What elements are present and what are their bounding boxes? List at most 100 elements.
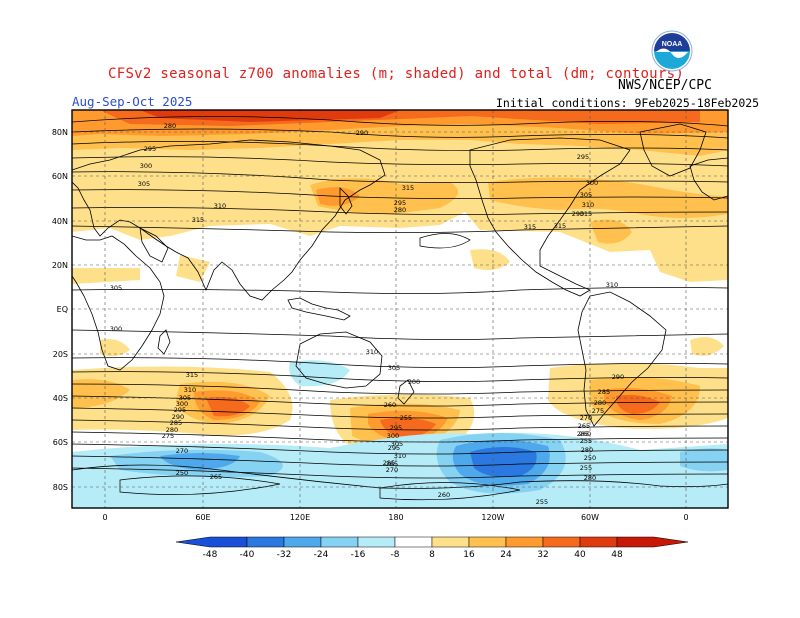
coastlines [72,123,728,489]
contour-label: 285 [598,388,610,396]
colorbar-label: 48 [611,550,623,560]
contour-label: 280 [581,446,593,454]
coast-antarctica [72,464,728,489]
colorbar-segment [246,536,285,548]
contour-label: 300 [110,325,122,333]
colorbar-segment [431,536,470,548]
colorbar-segment [505,536,544,548]
coast-south-america [577,291,667,427]
season-label: Aug-Sep-Oct 2025 [72,94,193,109]
lat-label: 60N [52,172,68,181]
latitude-labels: 80N 60N 40N 20N EQ 20S 40S 60S 80S [52,128,68,492]
lat-label: EQ [57,305,68,314]
coast-arabia [139,227,169,263]
height-contours [72,116,728,501]
contour-south-8 [72,443,728,455]
contour-label: 305 [580,191,592,199]
contour-small-loop [419,233,471,249]
chart-title: CFSv2 seasonal z700 anomalies (m; shaded… [108,66,685,82]
colorbar-segment [283,536,322,548]
contour-label: 280 [394,206,406,214]
contour-label: 310 [214,202,226,210]
contour-label: 260 [579,430,591,438]
colorbar-segment [468,536,507,548]
contour-north-7 [72,207,728,216]
contour-label: 315 [524,223,536,231]
contour-label: 315 [192,216,204,224]
contour-label: 295 [390,424,402,432]
colorbar-label: -16 [351,550,366,560]
lon-label: 0 [102,513,107,522]
contour-label: 300 [140,162,152,170]
noaa-logo: NOAA [651,30,693,72]
shade-positive-8-india [176,255,210,282]
lat-label: 20S [53,350,68,359]
contour-label: 280 [164,122,176,130]
contour-label: 315 [186,371,198,379]
contour-label: 290 [612,373,624,381]
contour-label: 280 [594,399,606,407]
contour-south-3 [72,383,728,395]
contour-label: 310 [582,201,594,209]
lat-label: 80S [53,483,68,492]
contour-tropics-1 [72,286,728,294]
shade-positive-40-north [140,110,400,122]
lat-label: 60S [53,438,68,447]
lat-label: 80N [52,128,68,137]
contour-north-8 [72,225,728,234]
shade-negative-24-antarctic-west [160,453,240,470]
coast-europe-asia [72,139,386,301]
contour-south-4 [72,395,728,407]
colorbar-segment [542,536,581,548]
contour-label: 255 [580,464,592,472]
colorbar-body [175,536,689,548]
shade-positive-8-tropics-west [72,268,140,284]
contour-label: 295 [577,153,589,161]
contour-label: 270 [386,466,398,474]
contour-label: 305 [179,394,191,402]
contour-label: 305 [110,284,122,292]
contour-north-1 [72,116,728,127]
colorbar-segment [579,536,618,548]
colorbar-label: -48 [203,550,218,560]
contour-label: 295 [174,406,186,414]
coast-north-america [469,137,631,297]
colorbar-segment-low [175,536,248,548]
contour-label: 285 [170,419,182,427]
contour-label: 315 [580,210,592,218]
lon-label: 120W [481,513,504,522]
contour-north-5 [72,171,728,184]
longitude-labels: 0 60E 120E 180 120W 60W 0 [102,513,688,522]
contour-south-7 [72,431,728,443]
contour-label: 255 [400,414,412,422]
lon-label: 120E [290,513,310,522]
contour-label: 265 [210,473,222,481]
contour-label: 310 [184,386,196,394]
contour-label: 290 [572,210,584,218]
coast-indonesia [287,297,351,321]
shade-negative-32-antarctic-east [470,447,537,477]
shade-positive-16-atlantic [488,177,728,218]
map-frame [71,109,729,509]
contour-label: 305 [388,364,400,372]
contour-label: 300 [387,432,399,440]
contour-south-1 [72,357,728,368]
contour-label: 270 [176,447,188,455]
contour-label: 315 [554,222,566,230]
colorbar-segment [394,536,433,548]
contour-label: 310 [394,452,406,460]
contour-label: 275 [592,407,604,415]
contour-label: 315 [402,184,414,192]
contour-label: 280 [584,474,596,482]
colorbar-label: 8 [429,550,435,560]
contour-label: 280 [166,426,178,434]
map-grid [72,110,728,508]
contour-label: 285 [383,459,395,467]
contour-south-9 [72,455,728,467]
contour-label: 305 [138,180,150,188]
contour-label: 260 [438,491,450,499]
coast-africa [72,235,165,371]
contour-south-5 [72,407,728,419]
contour-label: 295 [388,444,400,452]
shade-positive-32-south-pacific [380,417,436,438]
